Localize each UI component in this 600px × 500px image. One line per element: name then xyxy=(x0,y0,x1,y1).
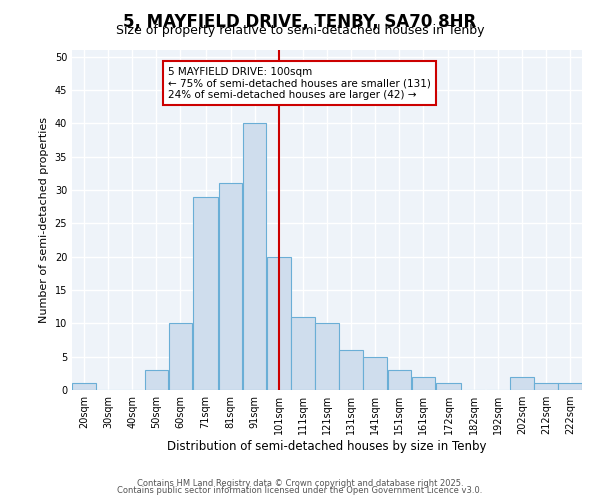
Y-axis label: Number of semi-detached properties: Number of semi-detached properties xyxy=(39,117,49,323)
Bar xyxy=(364,356,387,390)
Bar xyxy=(219,184,242,390)
Bar xyxy=(291,316,314,390)
Bar xyxy=(145,370,168,390)
Bar xyxy=(267,256,290,390)
Text: Size of property relative to semi-detached houses in Tenby: Size of property relative to semi-detach… xyxy=(116,24,484,37)
Bar xyxy=(193,196,218,390)
Text: 5 MAYFIELD DRIVE: 100sqm
← 75% of semi-detached houses are smaller (131)
24% of : 5 MAYFIELD DRIVE: 100sqm ← 75% of semi-d… xyxy=(168,66,431,100)
Bar xyxy=(243,124,266,390)
Bar xyxy=(316,324,338,390)
Bar xyxy=(559,384,581,390)
Bar xyxy=(534,384,557,390)
X-axis label: Distribution of semi-detached houses by size in Tenby: Distribution of semi-detached houses by … xyxy=(167,440,487,453)
Bar xyxy=(436,384,461,390)
Bar xyxy=(388,370,411,390)
Bar xyxy=(340,350,363,390)
Text: 5, MAYFIELD DRIVE, TENBY, SA70 8HR: 5, MAYFIELD DRIVE, TENBY, SA70 8HR xyxy=(124,12,476,30)
Text: Contains public sector information licensed under the Open Government Licence v3: Contains public sector information licen… xyxy=(118,486,482,495)
Bar xyxy=(412,376,435,390)
Bar xyxy=(73,384,95,390)
Bar xyxy=(169,324,192,390)
Text: Contains HM Land Registry data © Crown copyright and database right 2025.: Contains HM Land Registry data © Crown c… xyxy=(137,478,463,488)
Bar xyxy=(510,376,533,390)
